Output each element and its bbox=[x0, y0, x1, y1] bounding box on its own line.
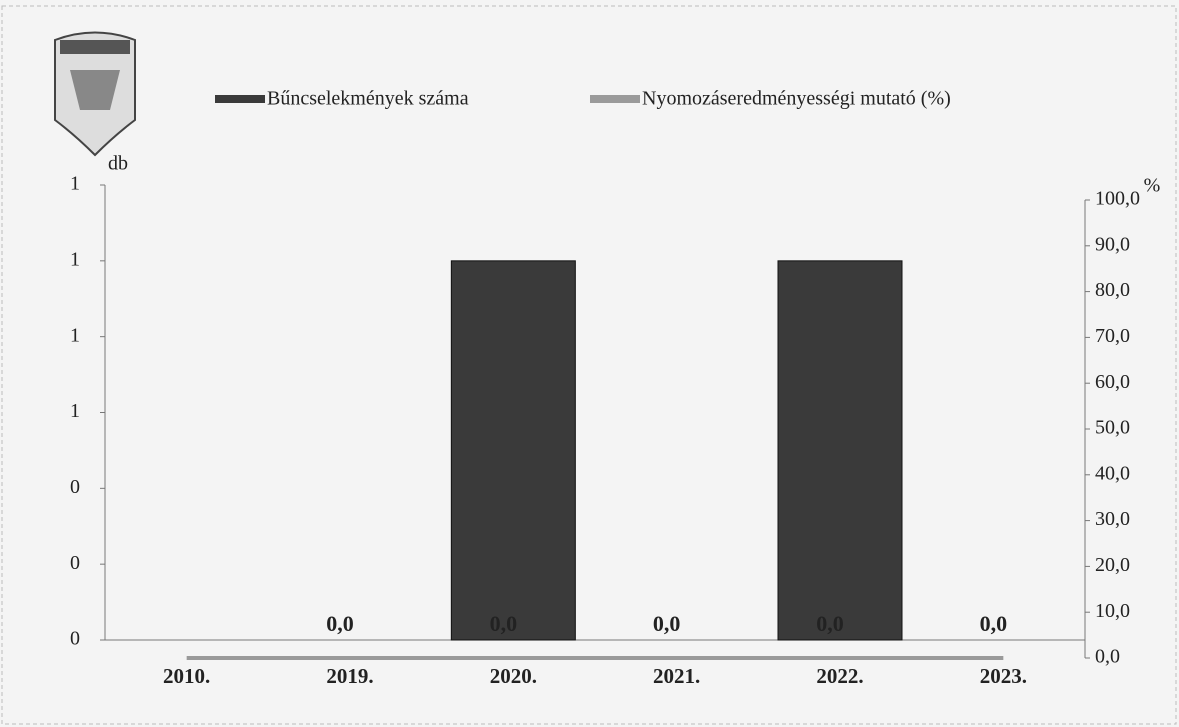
y2-tick-label: 50,0 bbox=[1095, 417, 1130, 439]
x-tick-label: 2022. bbox=[816, 664, 863, 688]
bar bbox=[450, 260, 576, 641]
y2-tick-label: 70,0 bbox=[1095, 325, 1130, 347]
x-tick-label: 2020. bbox=[490, 664, 537, 688]
legend-swatch bbox=[590, 95, 640, 103]
data-label: 0,0 bbox=[653, 611, 681, 636]
y2-axis-title: % bbox=[1144, 175, 1161, 197]
data-label: 0,0 bbox=[326, 611, 354, 636]
data-label: 0,0 bbox=[490, 611, 518, 636]
y2-tick-label: 30,0 bbox=[1095, 508, 1130, 530]
y-tick-label: 1 bbox=[70, 400, 80, 422]
logo bbox=[54, 31, 136, 157]
y2-tick-label: 40,0 bbox=[1095, 462, 1130, 484]
y-tick-label: 1 bbox=[70, 248, 80, 270]
x-tick-label: 2023. bbox=[980, 664, 1027, 688]
y-tick-label: 0 bbox=[70, 628, 80, 650]
data-label: 0,0 bbox=[816, 611, 844, 636]
legend-label: Bűncselekmények száma bbox=[267, 88, 469, 110]
y2-tick-label: 20,0 bbox=[1095, 554, 1130, 576]
x-tick-label: 2019. bbox=[326, 664, 373, 688]
x-tick-label: 2010. bbox=[163, 664, 210, 688]
y-tick-label: 0 bbox=[70, 552, 80, 574]
data-label: 0,0 bbox=[980, 611, 1008, 636]
y2-tick-label: 100,0 bbox=[1095, 188, 1140, 210]
legend-swatch bbox=[215, 95, 265, 103]
y2-tick-label: 10,0 bbox=[1095, 600, 1130, 622]
y-tick-label: 1 bbox=[70, 173, 80, 195]
bar bbox=[777, 260, 903, 641]
frame bbox=[1, 5, 1177, 725]
y2-tick-label: 90,0 bbox=[1095, 233, 1130, 255]
y2-tick-label: 0,0 bbox=[1095, 646, 1120, 668]
y-tick-label: 1 bbox=[70, 324, 80, 346]
y2-tick-label: 80,0 bbox=[1095, 279, 1130, 301]
y2-tick-label: 60,0 bbox=[1095, 371, 1130, 393]
x-tick-label: 2021. bbox=[653, 664, 700, 688]
legend-label: Nyomozáseredményességi mutató (%) bbox=[642, 88, 951, 110]
y-tick-label: 0 bbox=[70, 476, 80, 498]
y-axis-title: db bbox=[108, 153, 128, 175]
